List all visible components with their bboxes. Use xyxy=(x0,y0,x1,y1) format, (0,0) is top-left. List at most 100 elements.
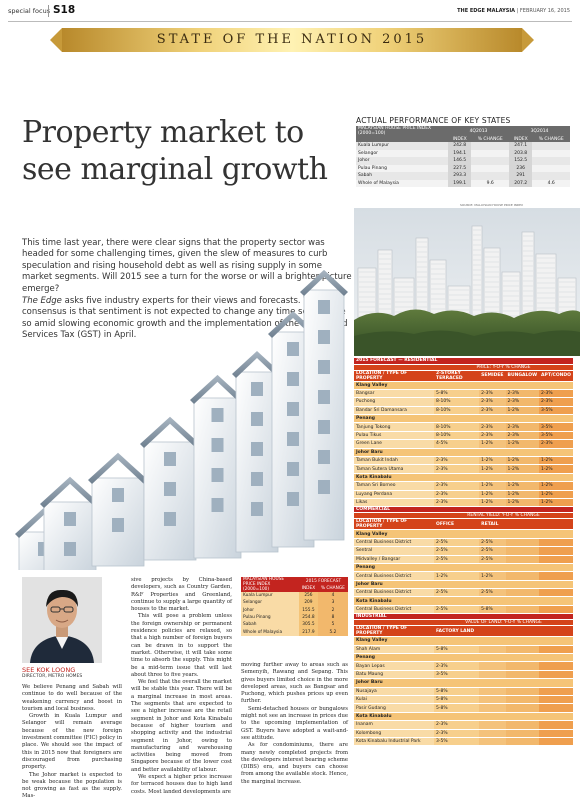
forecast-location: Central Business District xyxy=(354,571,434,581)
forecast-column-row: LOCATION / TYPE OF PROPERTY FACTORY LAND xyxy=(354,625,573,638)
forecast-value xyxy=(505,645,540,655)
forecast-value: 2-3% xyxy=(539,397,573,407)
intro-publication-name: The Edge xyxy=(22,296,62,307)
forecast-value: 2-3% xyxy=(434,498,480,508)
forecast-region-label: Kota Kinabalu xyxy=(354,712,434,722)
body-column-1: We believe Penang and Sabah will continu… xyxy=(22,684,122,801)
forecast-region-cell xyxy=(539,529,573,539)
forecast-value xyxy=(539,670,573,680)
article-headline: Property market to see marginal growth xyxy=(22,115,328,187)
key-states-index-2: 152.5 xyxy=(508,157,533,165)
mini-row: Sabah 305.5 5 xyxy=(241,621,348,629)
forecast-column-header: APT/CONDO xyxy=(539,370,573,382)
key-states-row: Pulau Pinang 227.5 236 xyxy=(356,164,570,172)
forecast-row: Kulai 5-8% xyxy=(354,695,573,705)
mini-row: Selangor 209 3 xyxy=(241,599,348,607)
mini-change: 5.2 xyxy=(317,628,348,636)
house-shape xyxy=(232,351,282,553)
forecast-region-label: Klang Valley xyxy=(354,529,434,539)
house-shape xyxy=(40,476,100,570)
forecast-value: 5-8% xyxy=(434,645,480,655)
forecast-value: 1-2% xyxy=(539,464,573,474)
key-states-change-2 xyxy=(532,157,570,165)
forecast-section-label: INDUSTRIAL xyxy=(354,613,573,621)
forecast-column-header xyxy=(539,625,573,638)
mini-state: Sabah xyxy=(241,621,299,629)
forecast-row: Bangsar 5-8% 2-3% 2-3% 2-3% xyxy=(354,389,573,399)
forecast-value: 2-3% xyxy=(539,389,573,399)
forecast-location: Inanam xyxy=(354,720,434,730)
forecast-region-row: Penang xyxy=(354,563,573,573)
forecast-value xyxy=(539,538,573,548)
key-states-change-1 xyxy=(471,157,509,165)
key-states-row: Kuala Lumpur 242.8 247.1 xyxy=(356,142,570,150)
forecast-group-row: PRICE: Y-O-Y % CHANGE xyxy=(354,364,573,371)
forecast-value xyxy=(505,538,540,548)
forecast-row: Bandar Sri Damansara 8-10% 2-3% 1-2% 3-5% xyxy=(354,406,573,416)
publication-line: THE EDGE MALAYSIA | FEBRUARY 16, 2015 xyxy=(457,8,570,14)
key-states-index-1: 227.5 xyxy=(448,164,472,172)
forecast-value xyxy=(539,729,573,738)
mini-change: 8 xyxy=(317,613,348,622)
forecast-region-cell xyxy=(479,473,506,483)
page-header: special focus S18 THE EDGE MALAYSIA | FE… xyxy=(0,0,580,22)
forecast-location: Pasir Gudang xyxy=(354,703,434,713)
forecast-location: Puchong xyxy=(354,397,434,407)
forecast-value xyxy=(505,546,540,556)
forecast-value: 1-2% xyxy=(539,498,573,508)
forecast-value xyxy=(539,546,573,556)
forecast-value: 2-3% xyxy=(479,397,506,407)
forecast-region-label: Johor Baru xyxy=(354,580,434,590)
mini-label: MALAYSIAN HOUSE PRICE INDEX (2000=100) xyxy=(241,577,299,592)
forecast-value: 1-2% xyxy=(505,464,540,474)
key-states-row: Johor 146.5 152.5 xyxy=(356,157,570,165)
forecast-region-cell xyxy=(434,596,480,606)
forecast-region-row: Johor Baru xyxy=(354,580,573,590)
forecast-location: Taman Sutera Utama xyxy=(354,464,434,474)
forecast-region-row: Klang Valley xyxy=(354,529,573,539)
forecast-value: 2-3% xyxy=(505,397,540,407)
forecast-value: 5-8% xyxy=(434,703,480,713)
forecast-region-cell xyxy=(434,712,480,722)
forecast-value: 1-2% xyxy=(479,456,506,466)
forecast-value xyxy=(479,729,506,738)
forecast-value: 1-2% xyxy=(505,481,540,491)
forecast-column-header xyxy=(505,625,540,638)
forecast-value: 2-5% xyxy=(434,605,480,615)
key-states-row: Sabah 293.3 291 xyxy=(356,172,570,180)
forecast-value xyxy=(505,729,540,738)
mini-index: 155.5 xyxy=(299,606,318,614)
key-states-change-2 xyxy=(532,164,570,172)
mini-state: Johor xyxy=(241,606,299,614)
forecast-group-label: VALUE OF LAND: Y-O-Y % CHANGE xyxy=(434,619,573,627)
forecast-value: 4-5% xyxy=(434,439,480,449)
forecast-location: Nusajaya xyxy=(354,687,434,697)
mini-row: Kuala Lumpur 256 4 xyxy=(241,592,348,600)
forecast-region-row: Penang xyxy=(354,653,573,663)
body-paragraph: This will pose a problem unless the fore… xyxy=(131,613,232,678)
key-states-index-1: 199.1 xyxy=(448,179,472,187)
forecast-row: Taman Bukit Indah 2-3% 1-2% 1-2% 1-2% xyxy=(354,456,573,466)
forecast-value xyxy=(505,695,540,705)
forecast-region-cell xyxy=(539,678,573,688)
forecast-row: Central Business District 1-2% 1-2% xyxy=(354,571,573,581)
body-paragraph: We feel that the overall the market will… xyxy=(131,679,232,773)
header-divider xyxy=(48,5,49,17)
key-states-table: MALAYSIAN HOUSE PRICE INDEX (2000=100) 4… xyxy=(356,126,570,187)
forecast-value: 1-2% xyxy=(505,490,540,499)
forecast-region-cell xyxy=(479,414,506,424)
forecast-region-cell xyxy=(479,381,506,390)
publication-name: THE EDGE MALAYSIA xyxy=(457,8,516,14)
forecast-location: Taman Bukit Indah xyxy=(354,456,434,466)
forecast-section-label: COMMERCIAL xyxy=(354,506,573,514)
header-rule xyxy=(8,21,572,22)
forecast-section-title: 2015 FORECAST — RESIDENTIAL xyxy=(354,358,573,365)
mini-index: 305.5 xyxy=(299,621,318,629)
banner-title: STATE OF THE NATION 2015 xyxy=(156,32,428,47)
forecast-value xyxy=(539,737,573,747)
forecast-region-label: Penang xyxy=(354,653,434,663)
portrait-photo xyxy=(22,577,102,663)
mini-change: 4 xyxy=(317,592,348,600)
forecast-region-cell xyxy=(539,580,573,590)
forecast-group-label: RENTAL YIELD: Y-O-Y % CHANGE xyxy=(434,512,573,520)
